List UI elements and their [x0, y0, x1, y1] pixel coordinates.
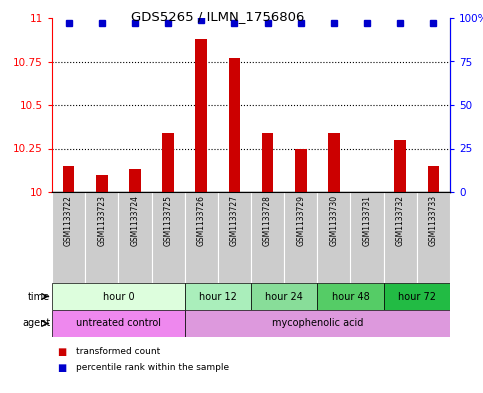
Text: GSM1133730: GSM1133730 [329, 195, 339, 246]
Text: time: time [28, 292, 50, 301]
Text: GSM1133731: GSM1133731 [363, 195, 371, 246]
Text: ■: ■ [57, 363, 66, 373]
Text: GDS5265 / ILMN_1756806: GDS5265 / ILMN_1756806 [131, 10, 304, 23]
Text: GSM1133724: GSM1133724 [130, 195, 140, 246]
Bar [152, 192, 185, 283]
Bar [317, 192, 351, 283]
Text: GSM1133726: GSM1133726 [197, 195, 206, 246]
Text: percentile rank within the sample: percentile rank within the sample [76, 364, 229, 373]
Bar [85, 192, 118, 283]
Text: GSM1133725: GSM1133725 [164, 195, 172, 246]
Bar [52, 283, 185, 310]
Bar [384, 283, 450, 310]
Bar [129, 169, 141, 192]
Text: transformed count: transformed count [76, 347, 160, 356]
Bar [384, 192, 417, 283]
Bar [295, 149, 307, 192]
Bar [52, 192, 85, 283]
Bar [118, 192, 152, 283]
Text: agent: agent [22, 318, 50, 329]
Bar [185, 283, 251, 310]
Bar [417, 192, 450, 283]
Text: hour 0: hour 0 [102, 292, 134, 301]
Text: hour 72: hour 72 [398, 292, 436, 301]
Text: hour 48: hour 48 [332, 292, 369, 301]
Bar [328, 133, 340, 192]
Bar [228, 58, 240, 192]
Bar [427, 166, 439, 192]
Bar [218, 192, 251, 283]
Bar [284, 192, 317, 283]
Text: ■: ■ [57, 347, 66, 357]
Bar [185, 192, 218, 283]
Text: hour 12: hour 12 [199, 292, 237, 301]
Text: GSM1133722: GSM1133722 [64, 195, 73, 246]
Bar [63, 166, 74, 192]
Text: GSM1133733: GSM1133733 [429, 195, 438, 246]
Bar [162, 133, 174, 192]
Bar [251, 192, 284, 283]
Bar [262, 133, 273, 192]
Text: mycophenolic acid: mycophenolic acid [271, 318, 363, 329]
Bar [317, 283, 384, 310]
Bar [185, 310, 450, 337]
Bar [395, 140, 406, 192]
Text: GSM1133732: GSM1133732 [396, 195, 405, 246]
Text: GSM1133727: GSM1133727 [230, 195, 239, 246]
Text: hour 24: hour 24 [265, 292, 303, 301]
Bar [251, 283, 317, 310]
Bar [96, 174, 108, 192]
Bar [196, 39, 207, 192]
Bar [351, 192, 384, 283]
Text: GSM1133723: GSM1133723 [97, 195, 106, 246]
Text: GSM1133728: GSM1133728 [263, 195, 272, 246]
Text: GSM1133729: GSM1133729 [296, 195, 305, 246]
Text: untreated control: untreated control [76, 318, 161, 329]
Bar [52, 310, 185, 337]
